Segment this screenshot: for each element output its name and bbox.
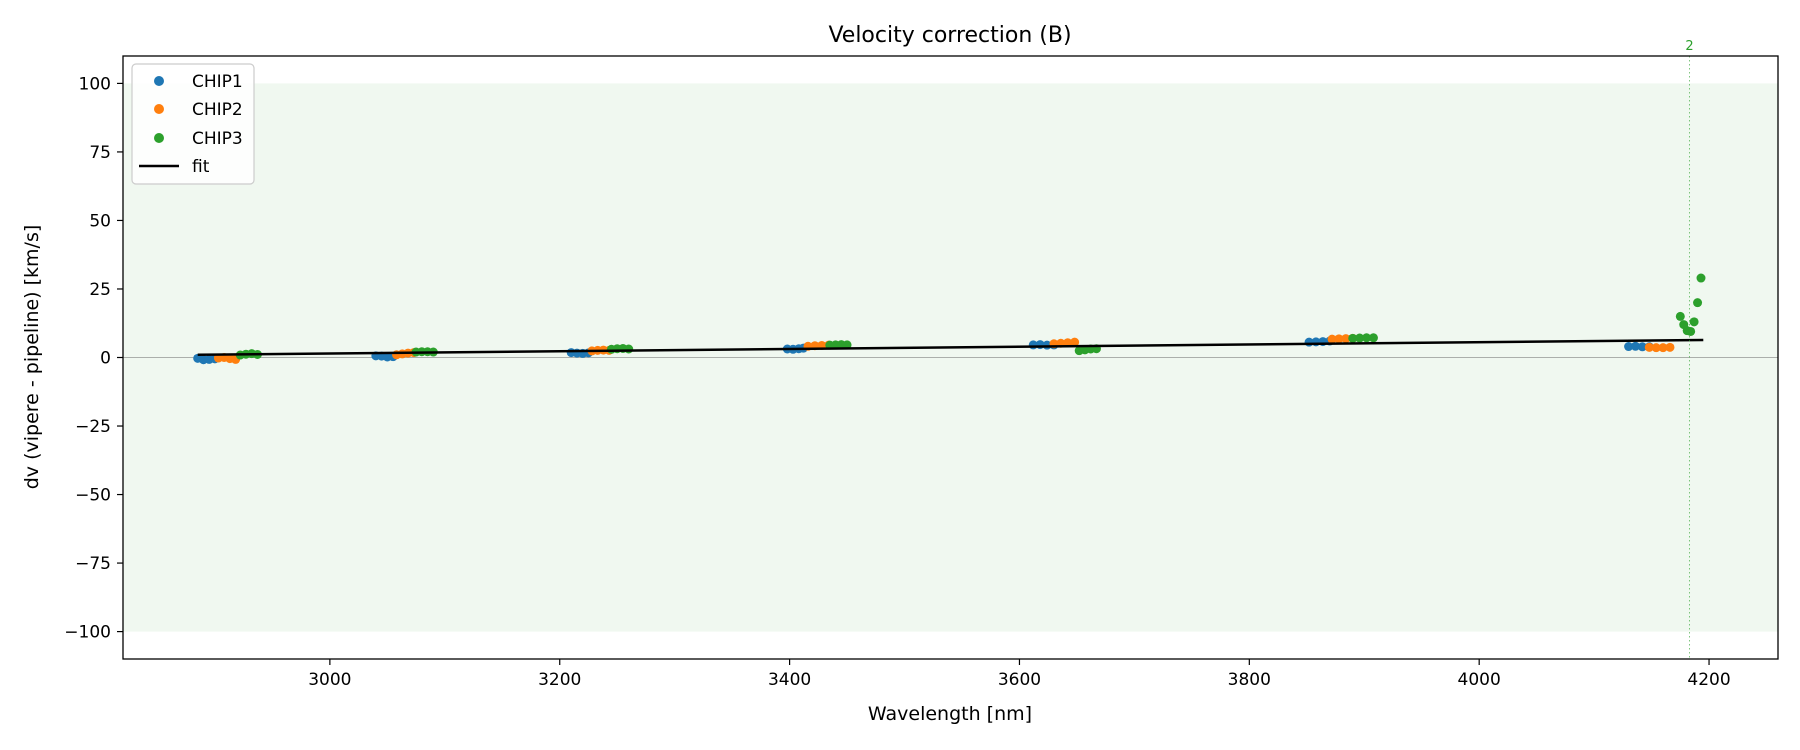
data-point-chip3 bbox=[624, 344, 634, 354]
x-tick-label: 3800 bbox=[1228, 670, 1271, 690]
legend-label-fit: fit bbox=[192, 157, 210, 177]
data-point-chip2 bbox=[1334, 334, 1344, 344]
y-tick-label: −75 bbox=[75, 554, 111, 574]
x-tick-label: 4000 bbox=[1458, 670, 1501, 690]
y-tick-label: −100 bbox=[64, 623, 111, 643]
x-tick-label: 3600 bbox=[998, 670, 1041, 690]
y-tick-label: 25 bbox=[89, 280, 111, 300]
x-tick-label: 3400 bbox=[768, 670, 811, 690]
legend-label-chip2: CHIP2 bbox=[192, 100, 243, 120]
data-point-chip2 bbox=[1070, 337, 1080, 347]
data-point-chip3 bbox=[1368, 333, 1378, 343]
data-point-chip2 bbox=[1644, 342, 1654, 352]
legend-marker-chip3 bbox=[154, 133, 164, 143]
x-axis-ticks: 3000 3200 3400 3600 3800 4000 4200 bbox=[308, 659, 1731, 690]
y-tick-label: 75 bbox=[89, 143, 111, 163]
y-tick-label: 50 bbox=[89, 211, 111, 231]
legend-label-chip1: CHIP1 bbox=[192, 72, 243, 92]
data-point-chip2 bbox=[1658, 343, 1668, 353]
data-point-chip3 bbox=[1348, 333, 1358, 343]
chart-title: Velocity correction (B) bbox=[828, 23, 1071, 48]
legend-box bbox=[131, 63, 255, 185]
data-point-chip2 bbox=[1665, 342, 1675, 352]
legend-marker-chip2 bbox=[154, 104, 164, 114]
x-tick-label: 3200 bbox=[538, 670, 581, 690]
series-chip3 bbox=[235, 273, 1706, 360]
data-point-chip1 bbox=[1624, 342, 1634, 352]
y-axis-ticks: 100 75 50 25 0 −25 −50 −75 −100 bbox=[64, 74, 123, 643]
legend-label-chip3: CHIP3 bbox=[192, 129, 243, 149]
data-point-chip1 bbox=[1630, 341, 1640, 351]
fit-line bbox=[197, 338, 1704, 357]
data-point-chip2 bbox=[1327, 334, 1337, 344]
y-tick-label: −25 bbox=[75, 417, 111, 437]
legend: CHIP1 CHIP2 CHIP3 fit bbox=[131, 63, 255, 185]
data-point-chip3 bbox=[1696, 273, 1706, 283]
data-point-chip3 bbox=[1675, 311, 1685, 321]
legend-marker-chip1 bbox=[154, 76, 164, 86]
marker-label: 2 bbox=[1685, 39, 1693, 54]
data-point-chip3 bbox=[1693, 298, 1703, 308]
plot-area: 2 bbox=[123, 39, 1778, 659]
data-point-chip3 bbox=[1355, 333, 1365, 343]
x-tick-label: 4200 bbox=[1687, 670, 1730, 690]
x-axis-label: Wavelength [nm] bbox=[868, 703, 1032, 725]
data-point-chip3 bbox=[1686, 326, 1696, 336]
y-tick-label: 0 bbox=[100, 349, 111, 369]
data-point-chip2 bbox=[1341, 334, 1351, 344]
data-point-chip2 bbox=[1651, 343, 1661, 353]
y-axis-label: dv (vipere - pipeline) [km/s] bbox=[21, 225, 43, 490]
data-point-chip3 bbox=[1362, 333, 1372, 343]
data-point-chip3 bbox=[1689, 317, 1699, 327]
y-tick-label: −50 bbox=[75, 486, 111, 506]
y-tick-label: 100 bbox=[79, 74, 111, 94]
data-point-chip1 bbox=[1637, 342, 1647, 352]
x-tick-label: 3000 bbox=[308, 670, 351, 690]
